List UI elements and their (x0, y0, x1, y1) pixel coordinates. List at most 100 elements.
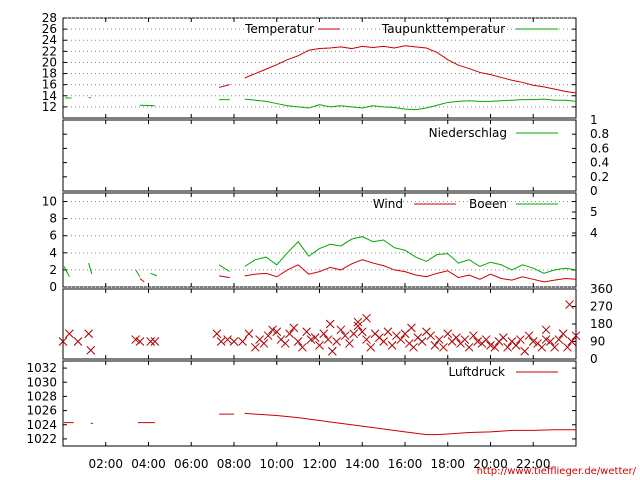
direction-point (439, 342, 448, 352)
y-tick-label: 1032 (26, 361, 57, 375)
series-line (244, 98, 577, 111)
direction-point (520, 346, 530, 356)
x-tick-label: 14:00 (345, 457, 380, 471)
x-tick-label: 20:00 (473, 457, 508, 471)
direction-point (280, 339, 290, 348)
direction-point (216, 337, 226, 346)
y-tick-label-right: 90 (590, 335, 605, 349)
legend-label: Temperatur (244, 22, 314, 36)
y-tick-label-right: 180 (590, 317, 613, 331)
direction-point (481, 335, 491, 344)
series-line (244, 412, 576, 436)
x-tick-label: 04:00 (131, 457, 166, 471)
series-fragment (139, 104, 155, 107)
direction-point (357, 327, 367, 337)
direction-point (460, 335, 470, 344)
y-tick-label: 0 (49, 280, 57, 294)
direction-point (259, 339, 269, 348)
direction-point (298, 342, 307, 352)
direction-point (272, 327, 282, 337)
y-tick-label: 0 (590, 184, 598, 198)
legend-label: Taupunkttemperatur (381, 22, 505, 36)
y-tick-label-right: 0 (590, 352, 598, 366)
direction-point (362, 335, 371, 344)
series-fragment (218, 275, 230, 279)
series-fragment (135, 269, 141, 278)
direction-point (325, 319, 335, 329)
y-tick-label: 1030 (26, 375, 57, 389)
y-tick-label-right: 270 (590, 300, 613, 314)
direction-point (537, 342, 547, 352)
y-tick-label: 1024 (26, 418, 57, 432)
direction-point (293, 337, 303, 346)
direction-point (223, 335, 232, 344)
direction-point (469, 331, 478, 341)
direction-point (289, 323, 299, 333)
y-tick-label: 12 (42, 100, 57, 114)
direction-point (315, 341, 324, 350)
direction-point (131, 335, 141, 344)
direction-point (310, 333, 320, 342)
direction-point (285, 329, 294, 339)
direction-point (268, 325, 277, 335)
direction-point (251, 342, 260, 352)
y-tick-label: 16 (42, 78, 57, 92)
direction-point (407, 323, 416, 333)
series-fragment (88, 262, 93, 275)
x-tick-label: 08:00 (217, 457, 252, 471)
panel-precipitation: 00.20.40.60.81 Niederschlag (62, 113, 609, 198)
y-tick-label: 6 (49, 229, 57, 243)
direction-point (396, 335, 406, 344)
y-tick-label: 28 (42, 11, 57, 25)
y-tick-label-right: 360 (590, 282, 613, 296)
direction-point (332, 337, 341, 346)
series-fragment (218, 264, 230, 273)
direction-point (65, 329, 74, 339)
legend-label: Luftdruck (448, 365, 505, 379)
direction-point (571, 331, 581, 341)
panel-wind: 0 2 4 6 8 10 4 5 Wind Boeen (42, 192, 598, 294)
y-tick-label: 14 (42, 89, 57, 103)
direction-point (306, 335, 316, 344)
direction-point (150, 337, 160, 346)
series-line (244, 45, 577, 94)
direction-point (366, 342, 376, 352)
y-tick-label-right: 5 (590, 205, 598, 219)
direction-point (212, 329, 222, 339)
y-tick-label: 1022 (26, 432, 57, 446)
direction-point (409, 342, 418, 352)
y-tick-label: 1 (590, 113, 598, 127)
direction-point (417, 337, 427, 346)
x-tick-label: 10:00 (259, 457, 294, 471)
y-tick-label-right: 4 (590, 226, 598, 240)
y-tick-label: 18 (42, 67, 57, 81)
x-tick-label: 18:00 (430, 457, 465, 471)
direction-point (443, 329, 453, 339)
legend-label: Niederschlag (429, 126, 507, 140)
y-tick-label: 1028 (26, 389, 57, 403)
direction-point (426, 331, 436, 341)
direction-point (353, 317, 363, 327)
y-tick-label: 24 (42, 33, 57, 47)
legend-label: Wind (373, 197, 403, 211)
direction-point (383, 327, 393, 337)
direction-point (238, 337, 247, 346)
panel-frame (62, 288, 577, 360)
panel-wind_direction: 0 90 180 270 360 (58, 282, 613, 366)
x-tick-label: 06:00 (174, 457, 209, 471)
direction-point (451, 333, 461, 342)
source-url[interactable]: http://www.tiefflieger.de/wetter/ (477, 466, 637, 477)
direction-point (541, 335, 551, 344)
direction-point (84, 329, 94, 339)
direction-point (563, 342, 572, 352)
series-fragment (218, 84, 230, 88)
direction-point (135, 337, 145, 346)
direction-point (558, 329, 568, 339)
direction-point (86, 345, 96, 355)
series-line (244, 236, 577, 274)
y-tick-label: 8 (49, 212, 57, 226)
direction-point (498, 333, 508, 342)
